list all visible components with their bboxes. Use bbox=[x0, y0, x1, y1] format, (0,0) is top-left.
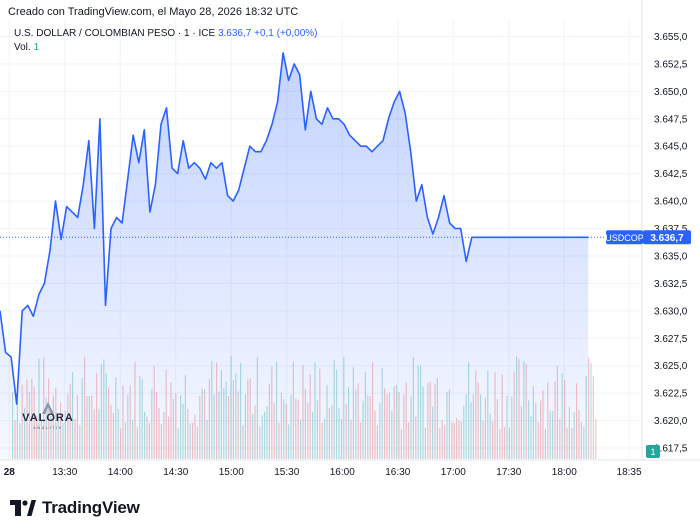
x-tick-label: 28 bbox=[4, 467, 16, 478]
x-tick-label: 15:30 bbox=[274, 467, 299, 478]
x-tick-label: 15:00 bbox=[219, 467, 244, 478]
ticker-badge-label: USDCOP bbox=[605, 233, 644, 243]
volume-bar bbox=[592, 376, 594, 459]
price-line bbox=[0, 52, 589, 405]
tradingview-brand: TradingView bbox=[42, 498, 140, 517]
y-tick-label: 3.625,0 bbox=[654, 361, 688, 372]
ticker-badge bbox=[606, 230, 643, 245]
x-tick-label: 17:00 bbox=[441, 467, 466, 478]
x-tick-label: 16:00 bbox=[330, 467, 355, 478]
volume-label: Vol. bbox=[14, 42, 31, 53]
y-tick-label: 3.617,5 bbox=[654, 444, 688, 455]
volume-bar bbox=[590, 362, 592, 459]
y-tick-label: 3.642,5 bbox=[654, 169, 688, 180]
x-tick-label: 13:30 bbox=[52, 467, 77, 478]
x-tick-label: 18:00 bbox=[552, 467, 577, 478]
symbol-legend: U.S. DOLLAR / COLOMBIAN PESO · 1 · ICE 3… bbox=[14, 28, 317, 39]
y-tick-label: 3.627,5 bbox=[654, 334, 688, 345]
price-badge-label: 3.636,7 bbox=[650, 233, 684, 244]
volume-badge bbox=[646, 445, 660, 458]
y-tick-label: 3.640,0 bbox=[654, 197, 688, 208]
x-tick-label: 17:30 bbox=[496, 467, 521, 478]
y-tick-label: 3.622,5 bbox=[654, 389, 688, 400]
x-tick-label: 14:30 bbox=[163, 467, 188, 478]
y-tick-label: 3.637,5 bbox=[654, 224, 688, 235]
price-badge bbox=[643, 230, 691, 245]
last-price: 3.636,7 bbox=[217, 28, 252, 39]
volume-bar bbox=[595, 419, 597, 459]
y-tick-label: 3.635,0 bbox=[654, 251, 688, 262]
tradingview-logo-icon bbox=[10, 500, 36, 516]
x-tick-label: 16:30 bbox=[385, 467, 410, 478]
y-tick-label: 3.652,5 bbox=[654, 59, 688, 70]
watermark-name: VALORA bbox=[22, 412, 74, 424]
watermark-subtitle: ANALITIK bbox=[33, 425, 63, 430]
volume-value: 1 bbox=[33, 42, 40, 53]
price-area bbox=[0, 52, 589, 460]
chart-caption: Creado con TradingView.com, el Mayo 28, … bbox=[8, 6, 299, 18]
y-tick-label: 3.650,0 bbox=[654, 87, 688, 98]
x-tick-label: 18:35 bbox=[617, 467, 642, 478]
y-tick-label: 3.645,0 bbox=[654, 142, 688, 153]
volume-bar bbox=[588, 357, 590, 459]
volume-legend: Vol. 1 bbox=[14, 42, 39, 53]
tradingview-footer-logo[interactable]: TradingView bbox=[10, 497, 140, 519]
y-tick-label: 3.620,0 bbox=[654, 416, 688, 427]
valora-logo-icon bbox=[42, 402, 54, 414]
y-tick-label: 3.630,0 bbox=[654, 306, 688, 317]
price-change: +0,1 (+0,00%) bbox=[254, 28, 318, 39]
y-tick-label: 3.655,0 bbox=[654, 32, 688, 43]
symbol-name: U.S. DOLLAR / COLOMBIAN PESO · 1 · ICE bbox=[14, 28, 216, 39]
x-tick-label: 14:00 bbox=[108, 467, 133, 478]
y-tick-label: 3.632,5 bbox=[654, 279, 688, 290]
volume-badge-label: 1 bbox=[650, 447, 655, 457]
valora-watermark: VALORA ANALITIK bbox=[18, 398, 78, 434]
y-tick-label: 3.647,5 bbox=[654, 114, 688, 125]
